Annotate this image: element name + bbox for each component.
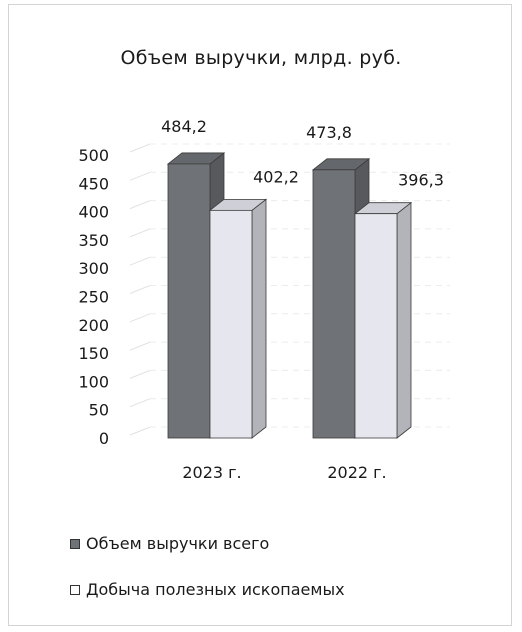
y-tick-label: 150 xyxy=(78,344,109,363)
gridline-side xyxy=(129,171,151,181)
bar xyxy=(354,213,398,439)
legend-item-mining: Добыча полезных ископаемых xyxy=(70,580,345,599)
gridline-side xyxy=(129,200,151,210)
bar-side xyxy=(396,201,412,439)
y-tick-label: 450 xyxy=(78,174,109,193)
gridline-side xyxy=(129,369,151,379)
legend-label-revenue-total: Объем выручки всего xyxy=(86,534,270,553)
x-tick-label: 2023 г. xyxy=(182,463,241,482)
y-tick-label: 400 xyxy=(78,203,109,222)
legend-swatch-revenue-total xyxy=(70,538,80,549)
y-tick-label: 500 xyxy=(78,146,109,165)
y-tick-label: 350 xyxy=(78,231,109,250)
data-label: 484,2 xyxy=(161,117,207,136)
bar xyxy=(209,209,253,439)
bar xyxy=(312,169,356,439)
gridline-side xyxy=(129,341,151,351)
gridline-side xyxy=(129,285,151,294)
y-tick-label: 250 xyxy=(78,288,109,307)
gridline-side xyxy=(129,256,151,266)
gridline-side xyxy=(129,313,151,323)
chart-title: Объем выручки, млрд. руб. xyxy=(120,47,402,69)
legend-swatch-mining xyxy=(70,584,80,595)
data-label: 402,2 xyxy=(253,167,299,186)
data-label: 396,3 xyxy=(398,171,444,190)
gridline-side xyxy=(129,143,151,153)
legend-item-revenue-total: Объем выручки всего xyxy=(70,534,269,553)
bar-side xyxy=(251,198,267,439)
y-tick-label: 100 xyxy=(78,372,109,391)
y-tick-label: 200 xyxy=(78,316,109,335)
data-label: 473,8 xyxy=(306,123,352,142)
legend-label-mining: Добыча полезных ископаемых xyxy=(86,580,345,599)
gridline-side xyxy=(129,228,151,238)
y-tick-label: 0 xyxy=(99,429,109,448)
bar xyxy=(167,163,211,439)
gridline-side xyxy=(129,398,151,408)
y-tick-label: 50 xyxy=(89,401,109,420)
x-tick-label: 2022 г. xyxy=(327,463,386,482)
gridline-side xyxy=(129,426,151,436)
y-tick-label: 300 xyxy=(78,259,109,278)
